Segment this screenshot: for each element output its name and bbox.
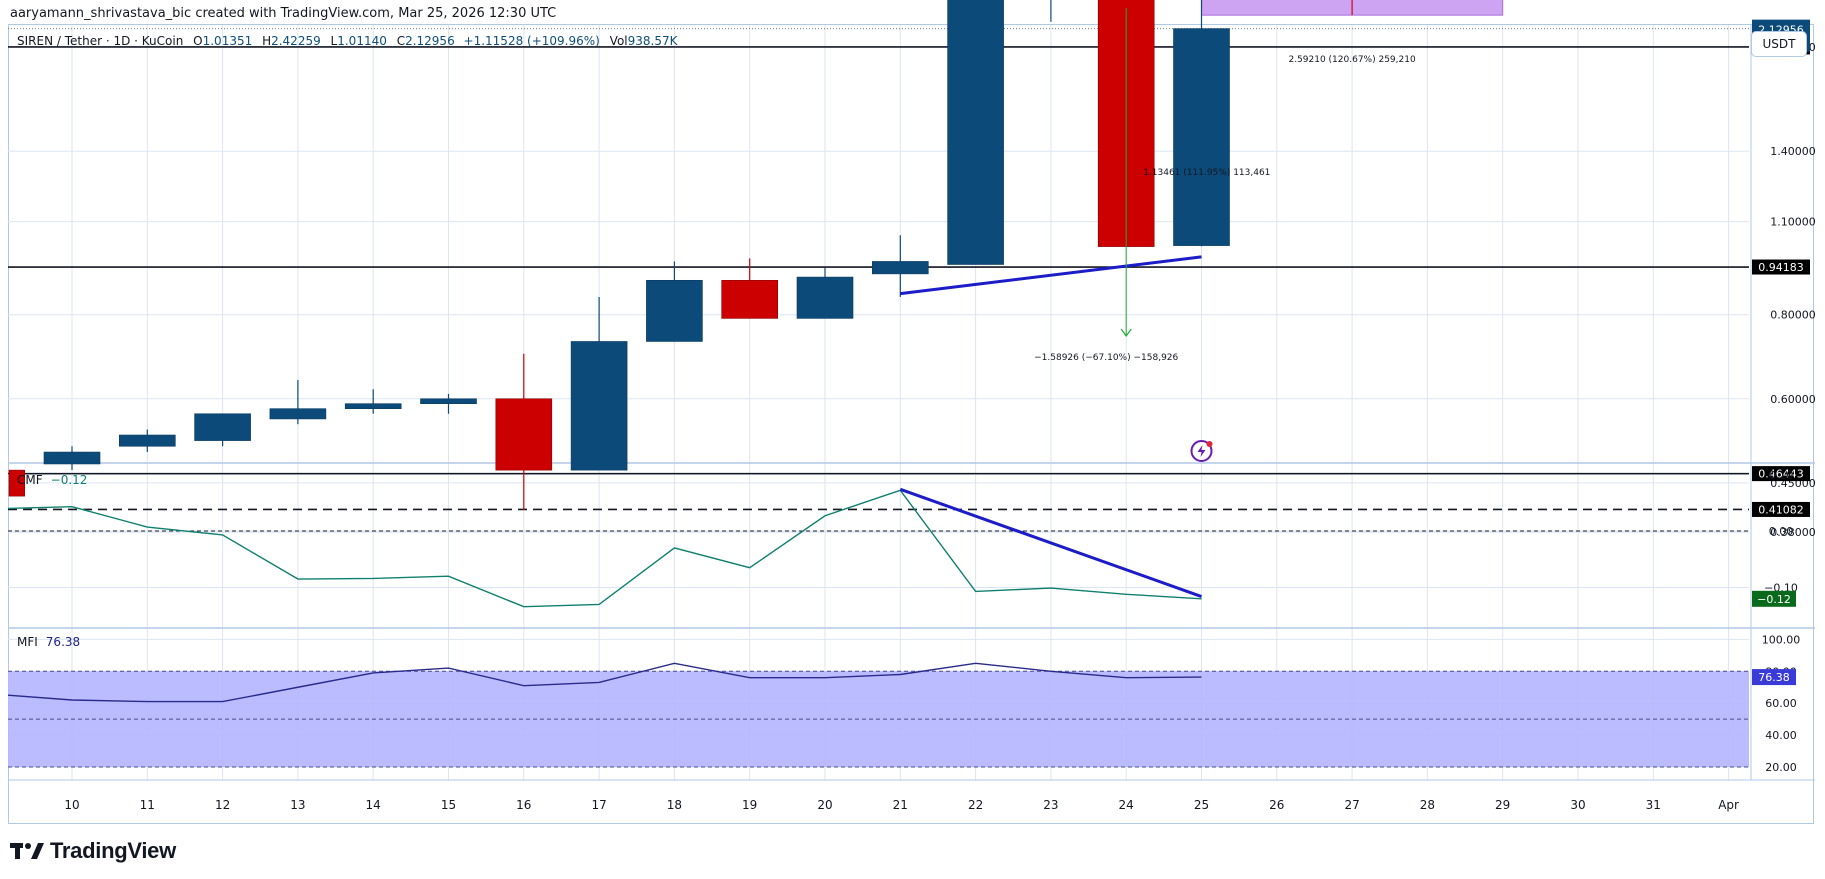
level-041-badge-bg	[1752, 501, 1810, 517]
time-tick-25: 25	[1194, 798, 1209, 812]
candle-measure-down-label: −1.58926 (−67.10%) −158,926	[1034, 353, 1178, 363]
mfi-value: 76.38	[45, 635, 81, 649]
price-tick-label: 1.40000	[1770, 145, 1816, 158]
volume-label: Vol	[609, 34, 628, 48]
tradingview-logo-text: TradingView	[50, 838, 176, 863]
candle-body-11[interactable]	[119, 434, 176, 447]
price-range-label: 2.59210 (120.67%) 259,210	[1288, 55, 1415, 65]
candle-body-25[interactable]	[1173, 28, 1230, 246]
flash-icon-glyph	[1197, 445, 1206, 457]
close-value: 2.12956	[405, 34, 455, 48]
candle-body-14[interactable]	[344, 403, 402, 409]
time-tick-27: 27	[1344, 798, 1359, 812]
cmf-tick-label: 0.10	[1769, 469, 1794, 482]
open-label: O	[193, 34, 203, 48]
symbol-info-bar: SIREN / Tether · 1D · KuCoin O1.01351 H2…	[17, 34, 677, 48]
candle-body-10[interactable]	[43, 451, 101, 465]
cmf-value: −0.12	[50, 473, 88, 487]
time-tick-23: 23	[1043, 798, 1058, 812]
currency-button[interactable]: USDT	[1751, 31, 1807, 57]
chart-credit: aaryamann_shrivastava_bic created with T…	[10, 6, 557, 21]
price-tick-label: 0.80000	[1770, 309, 1816, 322]
time-tick-Apr: Apr	[1718, 798, 1739, 812]
level-046-badge-bg	[1752, 466, 1810, 482]
mfi-title: MFI	[17, 635, 38, 649]
candle-body-16[interactable]	[495, 398, 553, 471]
level-041-badge: 0.41082	[1758, 503, 1804, 516]
time-tick-22: 22	[968, 798, 983, 812]
cmf-line[interactable]	[7, 489, 1202, 608]
time-tick-10: 10	[64, 798, 79, 812]
time-tick-18: 18	[667, 798, 682, 812]
candle-body-21[interactable]	[871, 261, 929, 275]
price-tick-label: 1.10000	[1770, 216, 1816, 229]
time-tick-30: 30	[1570, 798, 1585, 812]
candle-measure-arrowhead	[1120, 328, 1132, 338]
time-tick-11: 11	[140, 798, 155, 812]
time-tick-24: 24	[1119, 798, 1134, 812]
tradingview-logo[interactable]: TradingView	[10, 836, 176, 866]
candle-body-20[interactable]	[796, 276, 854, 319]
cmf-last-badge-bg	[1752, 590, 1796, 607]
cmf-title: CMF	[17, 473, 43, 487]
time-tick-15: 15	[441, 798, 456, 812]
level-094-badge: 0.94183	[1758, 261, 1804, 274]
time-tick-17: 17	[591, 798, 606, 812]
candle-body-22[interactable]	[947, 0, 1004, 265]
level-046-badge: 0.46443	[1758, 468, 1804, 481]
price-tick-label: 0.38000	[1770, 526, 1816, 539]
time-tick-20: 20	[817, 798, 832, 812]
price-tick-label: 0.60000	[1770, 393, 1816, 406]
mfi-tick-label: 100.00	[1762, 633, 1801, 646]
high-value: 2.42259	[271, 34, 321, 48]
mfi-tick-label: 40.00	[1765, 729, 1797, 742]
candle-body-18[interactable]	[646, 279, 703, 342]
time-tick-13: 13	[290, 798, 305, 812]
symbol-title[interactable]: SIREN / Tether · 1D · KuCoin	[17, 34, 184, 48]
flash-icon-dot	[1206, 441, 1213, 447]
cmf-trend-line[interactable]	[899, 487, 1203, 598]
mfi-last-badge-bg	[1752, 669, 1796, 686]
volume-value: 938.57K	[627, 34, 678, 48]
time-tick-26: 26	[1269, 798, 1284, 812]
mfi-line[interactable]	[7, 662, 1202, 703]
time-tick-31: 31	[1646, 798, 1661, 812]
cmf-legend[interactable]: CMF −0.12	[17, 473, 87, 487]
candle-body-12[interactable]	[194, 413, 251, 441]
mfi-legend[interactable]: MFI 76.38	[17, 635, 80, 649]
time-tick-28: 28	[1420, 798, 1435, 812]
time-tick-16: 16	[516, 798, 531, 812]
close-label: C	[396, 34, 406, 48]
candle-body-15[interactable]	[420, 398, 477, 404]
time-tick-14: 14	[366, 798, 381, 812]
open-value: 1.01351	[202, 34, 253, 48]
price-tick-label: 2.40000	[1770, 0, 1816, 1]
low-value: 1.01140	[337, 34, 387, 48]
mfi-last-badge: 76.38	[1758, 671, 1790, 684]
level-094-badge-bg	[1752, 259, 1810, 275]
high-label: H	[262, 34, 272, 48]
candle-body-17[interactable]	[570, 341, 628, 471]
time-tick-21: 21	[893, 798, 908, 812]
cmf-tick-label: 0.00	[1769, 525, 1794, 538]
change-value: +1.11528 (+109.96%)	[463, 34, 600, 48]
mfi-tick-label: 20.00	[1765, 761, 1797, 774]
candle-measure-up-label: 1.13461 (111.95%) 113,461	[1143, 168, 1270, 178]
chart-frame	[8, 24, 1814, 824]
tradingview-logo-icon	[10, 843, 44, 859]
candle-body-19[interactable]	[721, 279, 779, 319]
low-label: L	[330, 34, 338, 48]
cmf-last-badge: −0.12	[1757, 593, 1791, 606]
candle-body-9[interactable]	[8, 469, 25, 497]
time-tick-29: 29	[1495, 798, 1510, 812]
time-tick-19: 19	[742, 798, 757, 812]
price-trend-line[interactable]	[900, 255, 1202, 296]
mfi-tick-label: 60.00	[1765, 697, 1797, 710]
time-tick-12: 12	[215, 798, 230, 812]
candle-body-13[interactable]	[269, 408, 327, 420]
